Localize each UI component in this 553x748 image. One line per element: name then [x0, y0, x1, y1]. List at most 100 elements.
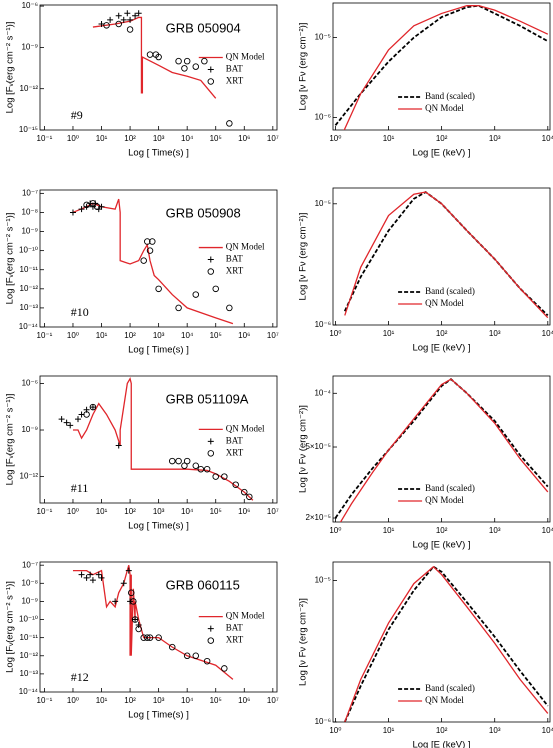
y-tick-label: 2×10⁻⁵	[305, 513, 331, 522]
x-tick-label: 10⁴	[181, 696, 194, 705]
circle-marker	[192, 462, 200, 470]
circle-marker	[221, 665, 228, 672]
y-tick-label: 10⁻⁷	[22, 188, 38, 197]
x-tick-label: 10⁶	[238, 134, 250, 143]
plus-marker	[120, 16, 127, 23]
x-tick-label: 10²	[124, 507, 136, 516]
y-axis-label: Log [Fᵥ(erg cm⁻² s⁻¹)]	[5, 213, 16, 305]
circle-marker	[140, 257, 147, 264]
x-tick-label: 10⁰	[329, 329, 341, 338]
series-line	[339, 378, 549, 522]
plus-marker	[127, 16, 134, 23]
y-axis-label: Log [Fᵥ(erg cm⁻² s⁻¹)]	[5, 22, 16, 114]
x-axis-label: Log [ Time(s) ]	[128, 148, 189, 159]
x-axis-label: Log [ Time(s) ]	[128, 345, 189, 356]
circle-marker	[212, 285, 219, 293]
y-tick-label: 10⁻⁶	[315, 113, 331, 122]
legend-label: XRT	[226, 635, 244, 645]
series-line	[343, 565, 549, 722]
plus-marker	[63, 419, 70, 426]
panel-title: GRB 060115	[166, 577, 240, 592]
circle-marker	[201, 57, 208, 65]
x-tick-label: 10²	[124, 134, 136, 143]
x-tick-label: 10⁵	[210, 696, 222, 705]
circle-marker	[140, 634, 147, 641]
panel-title: GRB 050908	[166, 205, 241, 220]
circle-marker	[168, 643, 176, 651]
circle-marker	[241, 488, 248, 496]
x-tick-label: 10¹	[96, 331, 108, 340]
y-tick-label: 10⁻¹¹	[20, 265, 39, 274]
series-line	[334, 378, 549, 519]
legend-label: QN Model	[226, 611, 265, 621]
circle-marker	[130, 598, 137, 605]
plus-marker	[75, 416, 82, 423]
panel-number: #11	[71, 481, 89, 495]
circle-marker	[232, 481, 239, 488]
y-tick-label: 10⁻¹²	[20, 284, 39, 293]
circle-marker	[155, 634, 162, 641]
legend-label: QN Model	[425, 298, 464, 308]
legend-label: BAT	[226, 254, 244, 264]
legend-label: QN Model	[226, 242, 265, 252]
circle-marker	[146, 247, 154, 254]
x-tick-label: 10⁴	[181, 331, 194, 340]
y-tick-label: 10⁻⁵	[315, 199, 331, 208]
panel-number: #10	[71, 305, 89, 319]
legend-label: QN Model	[425, 695, 464, 705]
series-line	[334, 4, 549, 126]
circle-marker	[207, 450, 215, 457]
x-tick-label: 10⁴	[542, 134, 553, 143]
y-tick-label: 10⁻⁶	[315, 717, 331, 726]
legend-label: QN Model	[226, 423, 265, 433]
plus-marker	[58, 416, 65, 423]
x-tick-label: 10²	[436, 329, 448, 338]
plus-marker	[69, 209, 76, 216]
y-axis-label: Log [ν Fν (erg cm⁻²)]	[298, 405, 309, 493]
plus-marker	[89, 404, 96, 411]
plus-marker	[83, 574, 90, 581]
plus-marker	[115, 12, 122, 19]
legend-label: QN Model	[425, 103, 464, 113]
legend-label: BAT	[226, 623, 244, 633]
y-tick-label: 10⁻¹³	[20, 669, 39, 678]
x-tick-label: 10⁶	[238, 331, 250, 340]
y-tick-label: 10⁻⁸	[22, 208, 39, 217]
plus-marker	[135, 621, 142, 628]
plus-marker	[125, 567, 132, 574]
x-tick-label: 10²	[124, 331, 136, 340]
legend-label: Band (scaled)	[425, 91, 475, 101]
legend-label: Band (scaled)	[425, 483, 475, 493]
circle-marker	[246, 493, 253, 501]
circle-marker	[103, 22, 110, 29]
circle-marker	[83, 201, 90, 209]
circle-marker	[203, 657, 211, 665]
x-axis-label: Log [E (keV) ]	[412, 148, 470, 159]
circle-marker	[155, 285, 162, 293]
y-tick-label: 10⁻¹³	[20, 303, 39, 312]
x-axis-label: Log [E (keV) ]	[412, 343, 470, 354]
x-tick-label: 10¹	[383, 526, 395, 535]
circle-marker	[192, 63, 200, 70]
x-axis-label: Log [E (keV) ]	[412, 540, 470, 551]
y-tick-label: 10⁻⁵	[315, 33, 331, 42]
y-axis-label: Log [ν Fν (erg cm⁻²)]	[298, 213, 309, 301]
circle-marker	[226, 120, 233, 127]
x-tick-label: 10⁶	[238, 696, 250, 705]
legend-label: BAT	[226, 435, 244, 445]
circle-marker	[93, 203, 101, 210]
circle-marker	[183, 457, 191, 465]
series-line	[72, 377, 254, 501]
plus-marker	[124, 10, 131, 17]
x-tick-label: 10²	[436, 726, 448, 735]
circle-marker	[221, 473, 228, 480]
x-tick-label: 10¹	[96, 507, 108, 516]
y-tick-label: 10⁻¹²	[20, 472, 39, 481]
y-tick-label: 10⁻¹⁰	[19, 615, 38, 624]
y-tick-label: 10⁻⁹	[21, 597, 38, 606]
x-tick-label: 10²	[436, 134, 448, 143]
series-line	[344, 191, 549, 319]
circle-marker	[149, 238, 156, 245]
circle-marker	[212, 473, 219, 480]
y-axis-label: Log [Fᵥ(erg cm⁻² s⁻¹)]	[5, 581, 16, 673]
